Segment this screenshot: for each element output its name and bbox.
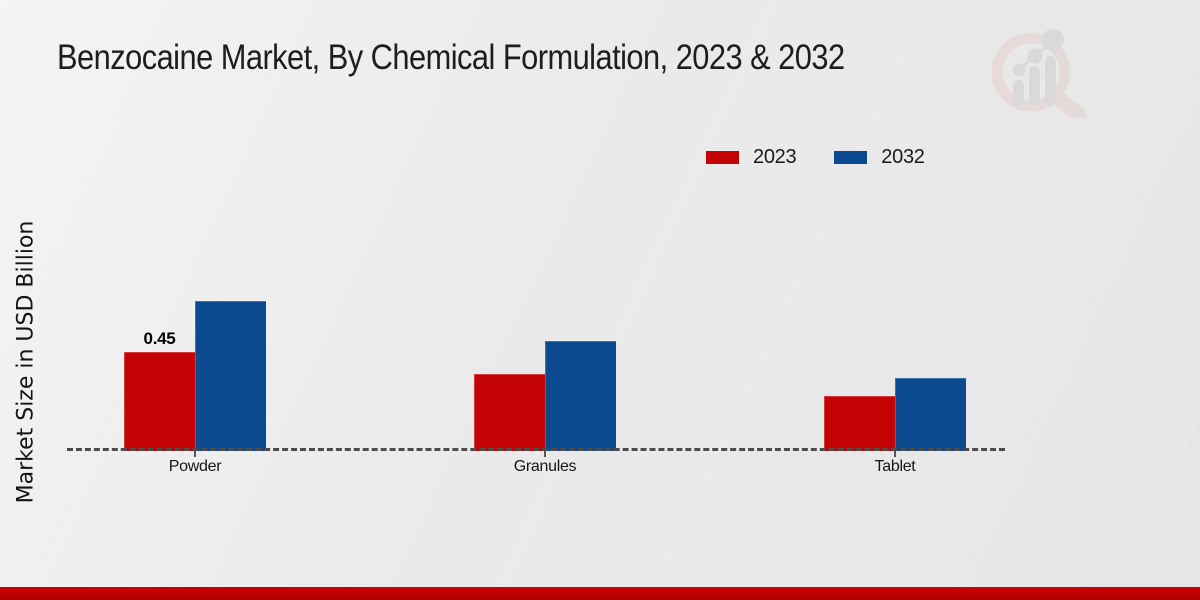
axis-tick bbox=[544, 451, 546, 457]
x-axis-baseline bbox=[67, 448, 1005, 451]
magnifier-bar-chart-watermark-icon bbox=[991, 29, 1087, 118]
axis-tick bbox=[194, 451, 196, 457]
legend-item-2023: 2023 bbox=[706, 146, 797, 169]
legend-label-2032: 2032 bbox=[881, 146, 925, 168]
bar-value-label: 0.45 bbox=[143, 329, 176, 348]
bar-2032-powder bbox=[195, 301, 266, 451]
category-label-tablet: Tablet bbox=[874, 458, 916, 475]
bar-2023-tablet bbox=[824, 396, 895, 451]
footer-accent-bar bbox=[0, 587, 1200, 600]
bar-2032-tablet bbox=[895, 378, 966, 451]
category-label-powder: Powder bbox=[168, 458, 222, 475]
chart-legend: 2023 2032 bbox=[706, 146, 925, 169]
bar-2032-granules bbox=[545, 341, 616, 451]
legend-swatch-2032 bbox=[834, 151, 868, 164]
legend-item-2032: 2032 bbox=[834, 146, 925, 169]
legend-swatch-2023 bbox=[706, 151, 739, 164]
category-label-granules: Granules bbox=[513, 458, 577, 475]
bar-2023-powder bbox=[124, 352, 195, 451]
bar-2023-granules bbox=[474, 374, 545, 451]
page-title: Benzocaine Market, By Chemical Formulati… bbox=[57, 38, 845, 77]
axis-tick bbox=[894, 451, 896, 457]
legend-label-2023: 2023 bbox=[753, 146, 797, 168]
